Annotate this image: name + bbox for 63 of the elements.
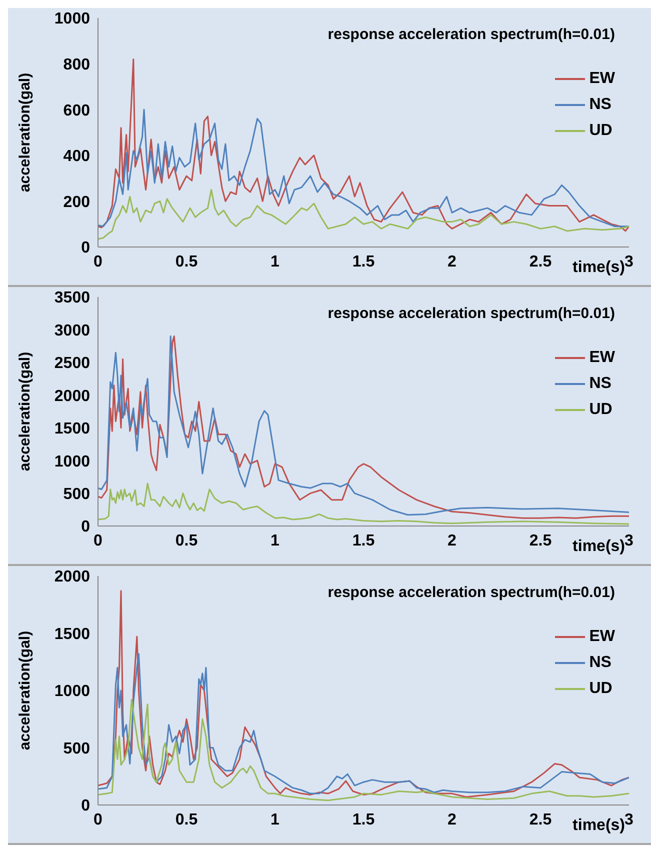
x-tick-label: 1.5 [352,811,375,828]
y-tick-label: 1500 [54,420,90,438]
y-tick-label: 400 [63,148,90,166]
x-tick-label: 3 [624,532,634,550]
legend-label: UD [589,122,612,140]
legend-label: UD [589,401,612,419]
y-tick-label: 2000 [54,388,90,405]
x-tick-label: 0.5 [175,253,198,270]
y-tick-label: 500 [63,740,90,758]
x-tick-label: 2.5 [529,253,552,270]
text: response acceleration spectrum(h=0.01) [328,26,615,43]
y-tick-label: 1000 [54,453,90,470]
x-tick-label: 2.5 [529,811,552,828]
x-tick-label: 0.5 [175,532,198,550]
x-axis-title: time(s) [572,259,625,277]
y-tick-label: 800 [63,56,90,74]
y-tick-label: 200 [63,194,90,211]
x-tick-label: 3 [624,811,634,828]
x-tick-label: 2 [448,253,457,270]
line-series [98,653,629,794]
y-tick-label: 0 [81,518,90,536]
x-tick-label: 0.5 [175,811,198,828]
text: response acceleration spectrum(h=0.01) [328,305,615,322]
y-tick-label: 500 [63,486,90,503]
x-tick-label: 3 [624,253,634,270]
legend-label: NS [589,654,612,672]
x-tick-label: 1 [270,532,280,550]
x-tick-label: 0 [94,532,103,550]
y-axis-title: acceleration(gal) [16,352,34,472]
x-tick-label: 0 [94,811,103,828]
legend-label: UD [589,680,612,698]
y-axis-title: acceleration(gal) [16,72,34,192]
x-tick-label: 1 [270,811,280,828]
x-tick-label: 1.5 [352,253,375,270]
y-tick-label: 2500 [54,355,90,372]
y-tick-label: 1500 [54,626,90,643]
y-tick-label: 0 [81,240,90,257]
x-tick-label: 0 [94,253,103,270]
y-tick-label: 1000 [54,683,90,700]
x-tick-label: 2.5 [529,532,552,550]
y-tick-label: 2000 [54,568,90,586]
line-series [98,58,629,232]
line-series [98,189,629,240]
y-tick-label: 600 [63,102,90,120]
line-series [98,108,629,228]
x-axis-title: time(s) [572,538,625,556]
x-axis-title: time(s) [572,817,625,835]
x-tick-label: 1.5 [352,532,375,550]
y-axis-title: acceleration(gal) [16,630,34,750]
x-tick-label: 2 [448,532,457,550]
legend-label: EW [589,70,615,88]
x-tick-label: 1 [270,253,280,270]
legend-label: NS [589,96,612,114]
legend-label: NS [589,375,612,393]
y-tick-label: 1000 [54,10,90,28]
y-tick-label: 3500 [54,290,90,307]
y-tick-label: 0 [81,798,90,815]
legend-label: EW [589,349,615,367]
text: response acceleration spectrum(h=0.01) [328,584,615,601]
line-series [98,698,629,802]
x-tick-label: 2 [448,811,457,828]
y-tick-label: 3000 [54,322,90,340]
legend-label: EW [589,628,615,646]
